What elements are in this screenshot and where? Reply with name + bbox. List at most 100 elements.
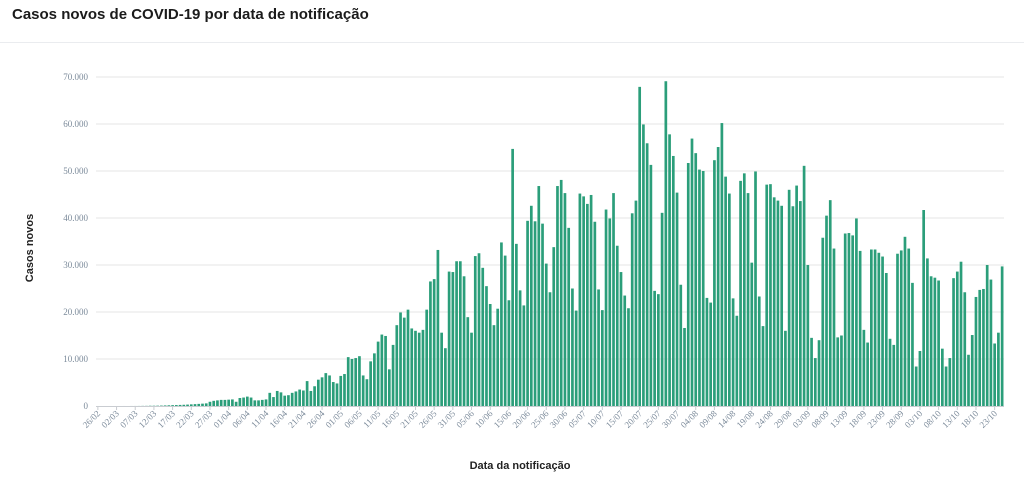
x-tick-label: 03/10 — [903, 408, 925, 430]
bar — [272, 397, 275, 406]
bar — [589, 194, 593, 406]
bar — [473, 256, 477, 406]
bar — [634, 200, 638, 406]
bar — [746, 193, 750, 406]
bar — [582, 196, 585, 406]
bar — [455, 261, 458, 406]
bar — [481, 267, 485, 406]
bar — [257, 400, 260, 406]
bar — [619, 272, 623, 406]
x-tick-label: 18/10 — [959, 408, 981, 430]
bar — [548, 292, 552, 406]
bar — [967, 354, 970, 406]
x-tick-label: 13/09 — [828, 408, 850, 430]
bar — [294, 391, 298, 406]
x-tick-label: 11/05 — [361, 408, 383, 430]
bar — [870, 249, 873, 406]
bar — [182, 404, 186, 406]
bar — [843, 233, 847, 406]
bar — [858, 250, 862, 406]
y-tick-label: 10.000 — [63, 354, 88, 364]
x-tick-label: 08/09 — [809, 408, 831, 430]
bar — [242, 397, 245, 406]
bar — [563, 193, 567, 406]
x-tick-label: 07/03 — [118, 408, 140, 430]
bar — [657, 294, 660, 406]
bar — [724, 176, 727, 406]
bar — [275, 390, 279, 406]
y-tick-label: 50.000 — [63, 166, 88, 176]
bar — [836, 337, 840, 406]
x-tick-label: 26/05 — [417, 408, 439, 430]
bar — [331, 382, 335, 406]
bar — [817, 340, 821, 406]
bar — [287, 395, 290, 406]
bar — [728, 193, 731, 406]
bar — [544, 263, 548, 406]
bar — [216, 400, 219, 406]
bar — [866, 342, 869, 406]
bar — [701, 171, 705, 406]
x-tick-label: 05/07 — [566, 408, 588, 430]
x-tick-label: 25/06 — [529, 408, 551, 430]
x-tick-label: 09/08 — [697, 408, 719, 430]
bar — [593, 221, 597, 406]
bar — [911, 282, 914, 406]
bar — [197, 403, 201, 406]
y-axis-label: Casos novos — [24, 213, 36, 283]
bar — [466, 317, 470, 406]
bar — [189, 404, 193, 406]
bar — [343, 374, 346, 406]
bar — [399, 312, 402, 406]
bar — [776, 200, 780, 406]
bar — [432, 279, 436, 406]
x-tick-label: 08/10 — [921, 408, 943, 430]
bar — [929, 276, 933, 406]
bar — [417, 332, 421, 406]
bar — [713, 160, 716, 406]
x-tick-label: 14/08 — [716, 408, 738, 430]
bar — [941, 348, 944, 406]
bar — [402, 317, 406, 406]
bar — [862, 329, 866, 406]
bar — [167, 405, 171, 406]
y-tick-label: 0 — [84, 401, 89, 411]
bar — [447, 271, 451, 406]
bar — [963, 292, 967, 406]
bar — [615, 245, 619, 406]
bar — [500, 242, 503, 406]
bar — [522, 305, 526, 406]
bar — [526, 220, 529, 406]
grid-lines — [96, 76, 1004, 360]
bar — [354, 358, 358, 406]
x-tick-label: 01/04 — [211, 408, 233, 430]
bar — [477, 253, 481, 406]
bar — [694, 153, 698, 406]
bar — [346, 357, 350, 406]
x-tick-label: 15/06 — [492, 408, 514, 430]
bar — [780, 205, 784, 406]
bar — [683, 327, 686, 406]
bar — [515, 243, 518, 406]
bar — [429, 281, 432, 406]
bar — [769, 184, 772, 406]
x-tick-label: 13/10 — [940, 408, 962, 430]
bar — [335, 383, 339, 406]
x-tick-label: 15/07 — [604, 408, 626, 430]
bar — [163, 405, 167, 406]
bar — [731, 298, 735, 406]
bar — [993, 343, 997, 406]
bar — [660, 212, 664, 406]
bar — [518, 290, 522, 406]
bar — [750, 262, 754, 406]
bar — [223, 399, 227, 406]
x-tick-label: 04/08 — [679, 408, 701, 430]
x-tick-label: 10/07 — [585, 408, 607, 430]
bar — [896, 253, 899, 406]
bar — [245, 396, 249, 406]
bar — [458, 261, 462, 406]
bar — [567, 227, 571, 406]
bar — [828, 200, 832, 406]
bar — [944, 366, 948, 406]
bar — [623, 295, 627, 406]
